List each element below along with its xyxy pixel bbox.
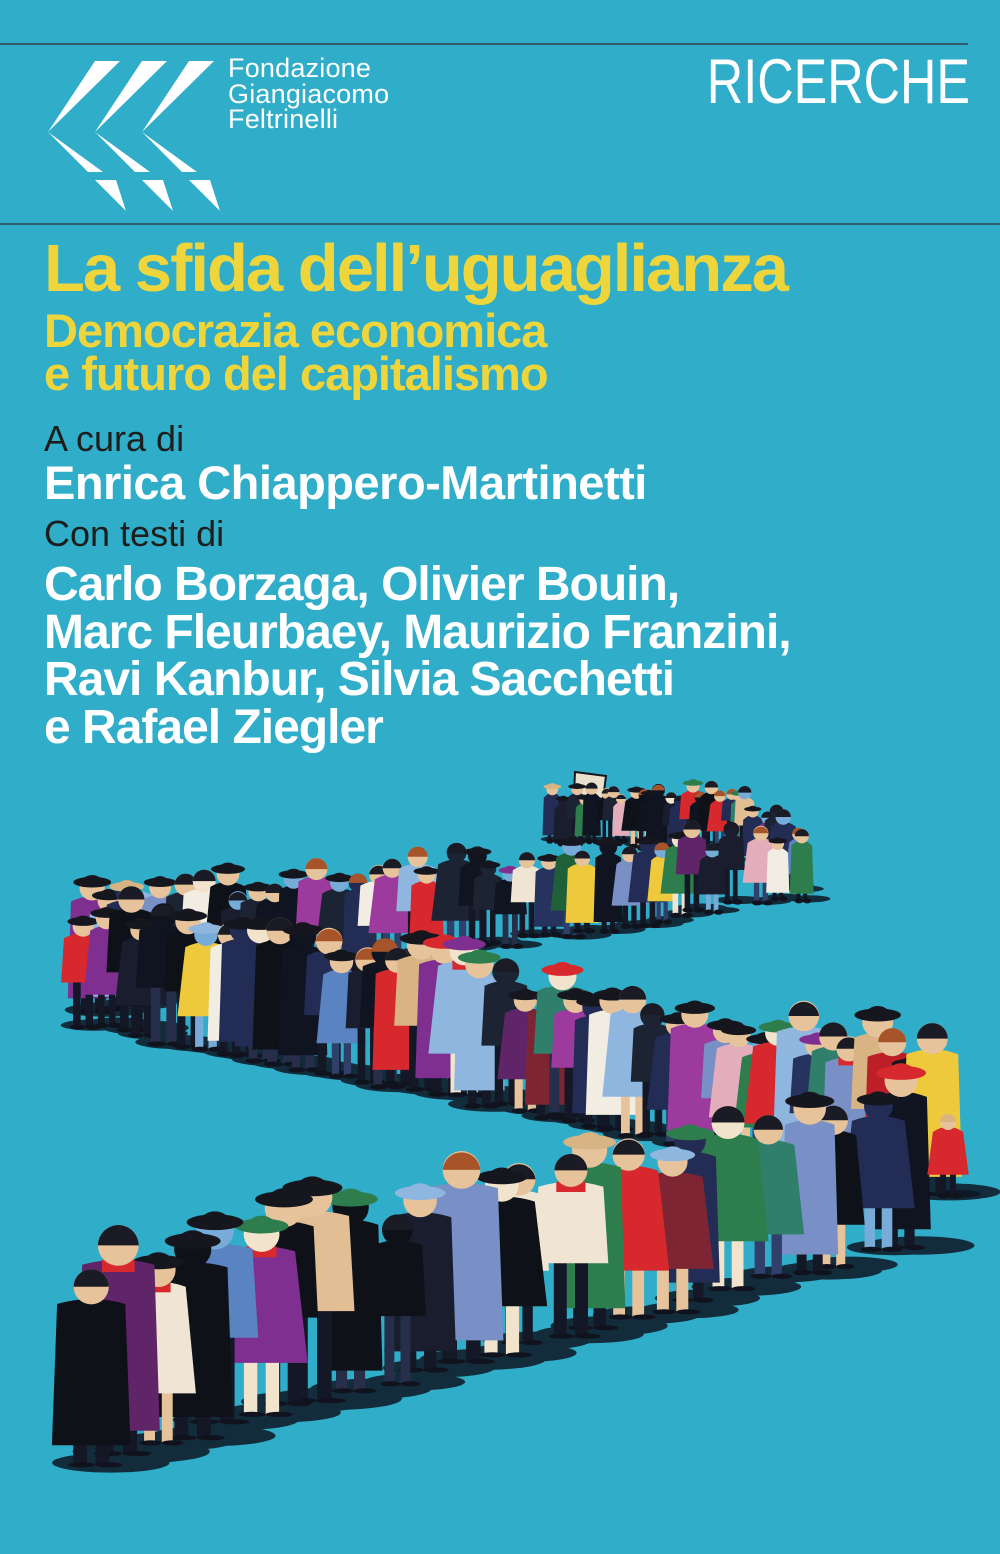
contributors-line: Carlo Borzaga, Olivier Bouin, [44,558,680,611]
publisher-name-line: Giangiacomo [228,78,390,109]
header-divider-bottom [0,223,1000,225]
publisher-name-line: Feltrinelli [228,104,339,134]
subtitle-line: e futuro del capitalismo [44,347,549,400]
book-title: La sfida dell’uguaglianza [44,231,789,306]
book-subtitle: Democrazia economica e futuro del capita… [44,304,549,400]
feltrinelli-fff-logo-icon [48,61,220,211]
curator-intro: A cura di [44,418,185,459]
subtitle-line: Democrazia economica [44,304,547,357]
contributors-line: Marc Fleurbaey, Maurizio Franzini, [44,605,792,659]
queue-front-row [51,1063,975,1473]
contributors-names: Carlo Borzaga, Olivier Bouin, Marc Fleur… [44,558,792,754]
contributors-line: e Rafael Ziegler [44,700,384,754]
contributors-intro: Con testi di [44,513,225,554]
queue-tail-girl [927,1114,981,1199]
contributors-line: Ravi Kanbur, Silvia Sacchetti [44,653,675,706]
header-divider-top [0,43,968,45]
curator-name: Enrica Chiappero-Martinetti [44,456,647,509]
publisher-name-line: Fondazione [228,53,372,83]
publisher-name: Fondazione Giangiacomo Feltrinelli [228,53,390,134]
series-label: RICERCHE [706,47,970,117]
